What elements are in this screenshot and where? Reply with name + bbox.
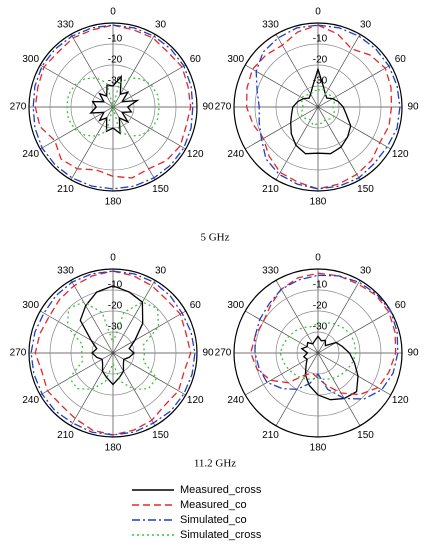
caption: 11.2 GHz	[194, 458, 236, 470]
r-tick-label: -10	[313, 280, 328, 291]
ring	[296, 85, 340, 129]
pattern-line	[300, 87, 336, 127]
angle-label: 330	[57, 265, 74, 276]
legend-label: Measured_cross	[180, 484, 262, 496]
ring	[28, 22, 198, 192]
angle-label: 150	[152, 430, 169, 441]
angle-label: 0	[110, 7, 116, 18]
caption: 5 GHz	[200, 232, 229, 244]
angle-label: 330	[57, 19, 74, 30]
ring	[49, 43, 177, 171]
angle-label: 150	[152, 184, 169, 195]
pattern-line	[34, 270, 192, 436]
pattern-line	[255, 24, 401, 190]
legend-label: Measured_co	[180, 499, 247, 511]
angle-label: 240	[22, 149, 39, 160]
angle-label: 300	[22, 54, 39, 65]
r-tick-label: -20	[108, 301, 123, 312]
angle-label: 210	[262, 430, 279, 441]
angle-label: 30	[155, 19, 167, 30]
pattern-line	[245, 24, 393, 190]
pattern-line	[79, 285, 144, 386]
ring	[70, 310, 156, 396]
ring	[28, 268, 198, 438]
angle-label: 120	[187, 149, 204, 160]
pattern-line	[30, 270, 196, 436]
angle-label: 210	[57, 430, 74, 441]
angle-label: 330	[262, 19, 279, 30]
angle-label: 300	[227, 300, 244, 311]
angle-label: 90	[202, 102, 214, 113]
pattern-line	[300, 335, 359, 401]
angle-label: 90	[407, 348, 419, 359]
legend-label: Simulated_co	[180, 514, 247, 526]
pattern-line	[66, 77, 160, 137]
angle-label: 150	[357, 184, 374, 195]
pattern-line	[32, 24, 194, 190]
angle-label: 330	[262, 265, 279, 276]
angle-label: 30	[155, 265, 167, 276]
pattern-line	[89, 74, 140, 135]
angle-label: 0	[315, 253, 321, 264]
r-tick-label: -30	[108, 76, 123, 87]
r-tick-label: -10	[108, 280, 123, 291]
r-tick-label: -10	[313, 34, 328, 45]
r-tick-label: -30	[108, 322, 123, 333]
angle-label: 210	[57, 184, 74, 195]
pattern-line	[250, 272, 397, 396]
angle-label: 120	[392, 149, 409, 160]
ring	[49, 289, 177, 417]
r-tick-label: -10	[108, 34, 123, 45]
ring	[254, 289, 382, 417]
angle-label: 240	[22, 395, 39, 406]
angle-label: 300	[22, 300, 39, 311]
angle-label: 180	[310, 197, 327, 208]
angle-label: 60	[190, 300, 202, 311]
angle-label: 180	[310, 443, 327, 454]
angle-label: 0	[110, 253, 116, 264]
pattern-line	[279, 321, 357, 381]
angle-label: 240	[227, 149, 244, 160]
angle-label: 60	[395, 54, 407, 65]
angle-label: 30	[360, 19, 372, 30]
angle-label: 30	[360, 265, 372, 276]
angle-label: 90	[202, 348, 214, 359]
angle-label: 270	[10, 348, 27, 359]
ring	[254, 43, 382, 171]
angle-label: 120	[392, 395, 409, 406]
r-tick-label: -20	[313, 55, 328, 66]
ring	[233, 22, 403, 192]
ring	[233, 268, 403, 438]
r-tick-label: -30	[313, 76, 328, 87]
angle-label: 180	[105, 197, 122, 208]
angle-label: 150	[357, 430, 374, 441]
angle-label: 240	[227, 395, 244, 406]
legend-label: Simulated_cross	[180, 529, 262, 541]
ring	[275, 64, 361, 150]
angle-label: 300	[227, 54, 244, 65]
angle-label: 270	[10, 102, 27, 113]
angle-label: 90	[407, 102, 419, 113]
ring	[70, 64, 156, 150]
pattern-line	[66, 301, 160, 391]
r-tick-label: -20	[108, 55, 123, 66]
angle-label: 60	[395, 300, 407, 311]
angle-label: 60	[190, 54, 202, 65]
r-tick-label: -20	[313, 301, 328, 312]
pattern-line	[290, 66, 352, 155]
angle-label: 120	[187, 395, 204, 406]
pattern-line	[254, 274, 399, 400]
angle-label: 270	[215, 102, 232, 113]
angle-label: 210	[262, 184, 279, 195]
pattern-line	[34, 24, 192, 179]
angle-label: 270	[215, 348, 232, 359]
r-tick-label: -30	[313, 322, 328, 333]
angle-label: 180	[105, 443, 122, 454]
angle-label: 0	[315, 7, 321, 18]
